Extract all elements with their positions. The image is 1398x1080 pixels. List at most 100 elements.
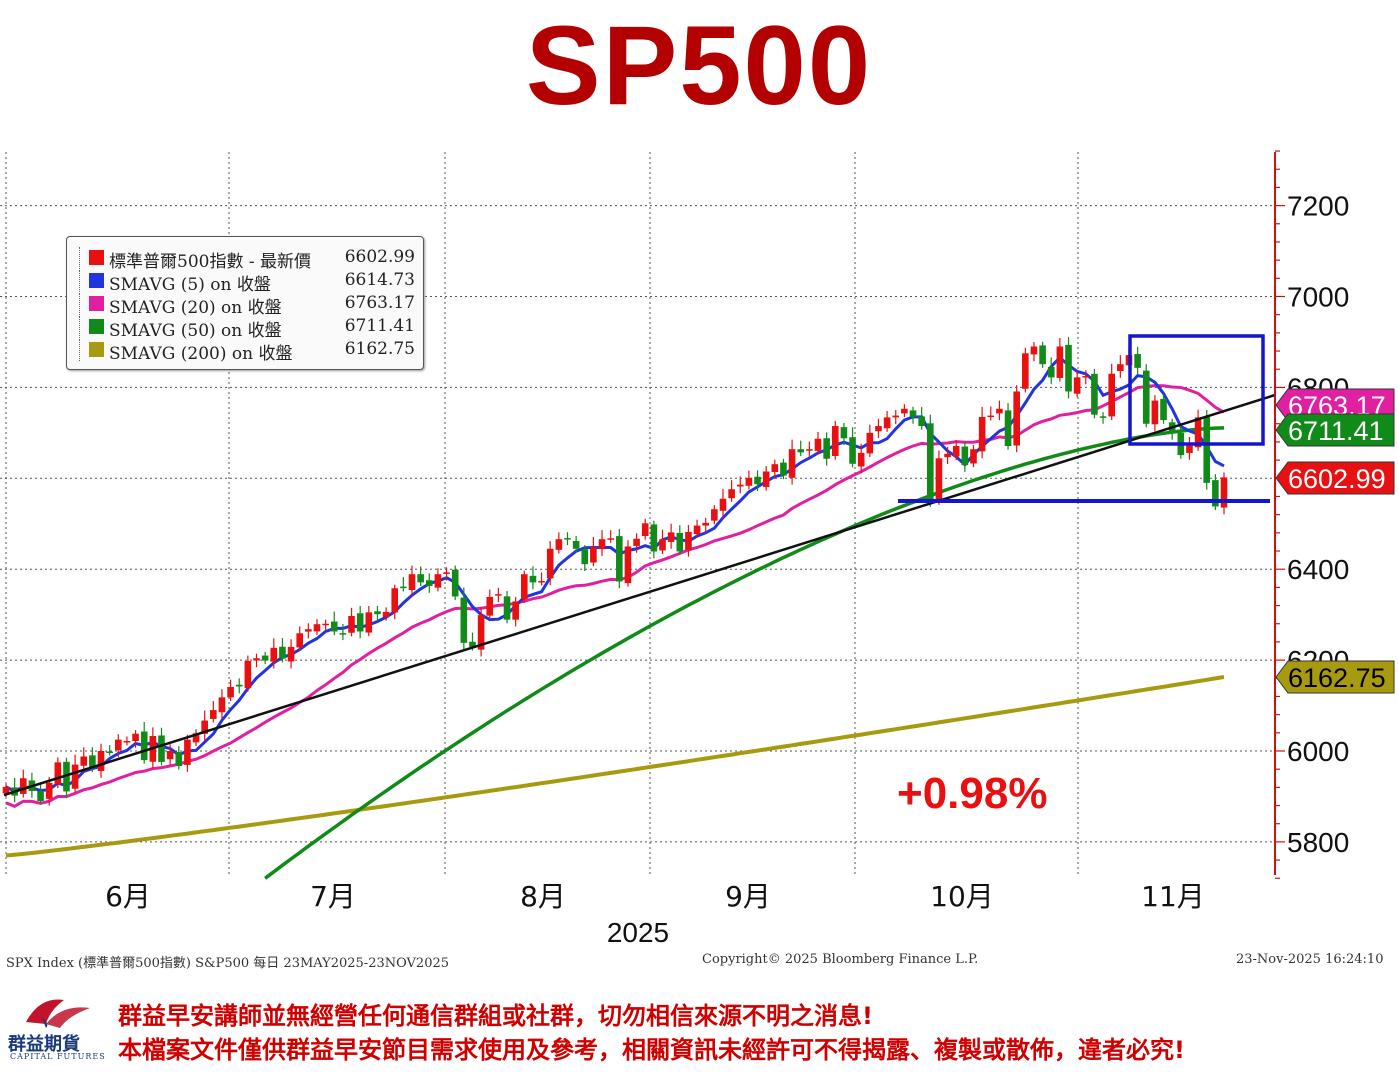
value-tag-shape [1275,461,1395,495]
sma20-line [5,384,1225,808]
candle [477,606,485,657]
candle [140,722,148,764]
candle [1099,412,1107,424]
logo-text: 群益期貨 [8,1034,80,1055]
candle [918,406,925,430]
candle-body [590,546,597,563]
candle-body [348,616,355,633]
candle-body [434,574,442,588]
candle-body [512,601,519,620]
candle [382,607,390,621]
candle-body [469,641,476,647]
candle-body [425,580,433,587]
copyright-label: Copyright© 2025 Bloomberg Finance L.P. [702,952,979,967]
value-tag-6711.41: 6711.41 [1275,413,1395,447]
sma5-line [5,355,1225,793]
candle [451,565,459,601]
candle-body [417,574,424,583]
candle-body [175,752,183,766]
candle [37,784,44,805]
candle-body [305,629,312,632]
candle-body [555,539,563,550]
candle-body [210,710,217,719]
candle [814,431,822,455]
y-tick-label-7200: 7200 [1287,191,1349,222]
legend-label-price: 標準普爾500指數 - 最新價 [109,252,311,272]
candle-body [1047,366,1055,378]
candle [719,488,727,518]
candle [676,525,684,556]
candle [840,423,848,446]
candle [970,445,977,468]
candle-body [330,621,338,632]
candle [1004,403,1012,450]
candle-body [659,539,666,551]
candle-body [1203,416,1211,483]
candle [1047,357,1055,385]
candle-body [572,541,580,549]
candle-body [1108,373,1116,417]
x-year-label: 2025 [607,917,669,948]
candle [590,536,597,567]
candle-body [1160,398,1167,421]
legend-row-sma200: SMAVG (200) on 收盤 6162.75 [77,339,417,364]
candle-body [736,484,744,487]
candle [607,530,614,543]
candle-body [1117,364,1124,372]
candle [831,421,839,460]
candle-body [676,532,684,552]
candle [1108,363,1116,421]
candle-body [771,464,779,473]
candle [1013,385,1020,453]
candle [624,540,632,587]
candle-body [270,647,278,662]
candle [339,624,347,641]
candle [520,570,528,603]
candle-body [996,408,1003,414]
candle-body [693,525,701,535]
candle [935,450,943,505]
candle [443,567,450,581]
legend-swatch-price [89,250,104,265]
chart-lines [5,355,1225,880]
candle-body [1056,346,1064,378]
candle-body [883,417,891,429]
candle-body [1220,477,1228,508]
candle [633,533,640,553]
candle-body [97,751,105,771]
candle-body [840,427,848,439]
candle [883,411,891,432]
candle [1091,368,1098,419]
candle-body [944,453,951,458]
candle-body [244,661,252,689]
candle-body [71,764,79,789]
candle [253,653,260,668]
candle-body [235,684,243,687]
candle-body [685,531,692,550]
company-logo-icon [26,999,90,1028]
candle [806,441,813,458]
candle [866,424,874,458]
candle [279,638,286,663]
candle [1134,346,1141,375]
candle [201,710,208,741]
chart-legend: 標準普爾500指數 - 最新價 6602.99 SMAVG (5) on 收盤 … [66,236,424,370]
candle [123,736,131,746]
candle-body [477,615,485,650]
legend-label-sma200: SMAVG (200) on 收盤 [109,344,293,364]
candle-body [970,449,977,464]
candle [1220,472,1228,515]
value-tag-6162.75: 6162.75 [1275,660,1395,694]
candle [702,517,710,533]
candle [529,566,537,590]
value-tag-6602.99: 6602.99 [1275,461,1395,495]
candle [270,638,278,669]
legend-row-sma5: SMAVG (5) on 收盤 6614.73 [77,270,417,295]
candle-body [451,569,459,597]
candle [685,525,692,557]
value-tag-label: 6162.75 [1288,663,1386,693]
candle-body [520,574,528,600]
candle-body [909,410,917,417]
candle [1022,347,1029,393]
